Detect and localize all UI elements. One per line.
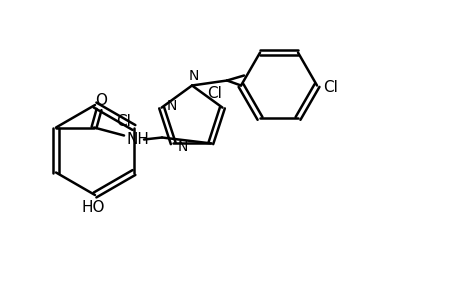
Text: Cl: Cl (207, 86, 221, 101)
Text: O: O (95, 93, 107, 108)
Text: N: N (189, 68, 199, 83)
Text: Cl: Cl (116, 114, 131, 129)
Text: Cl: Cl (323, 80, 338, 95)
Text: N: N (166, 99, 176, 112)
Text: N: N (178, 140, 188, 154)
Text: HO: HO (81, 200, 105, 214)
Text: NH: NH (126, 132, 149, 147)
